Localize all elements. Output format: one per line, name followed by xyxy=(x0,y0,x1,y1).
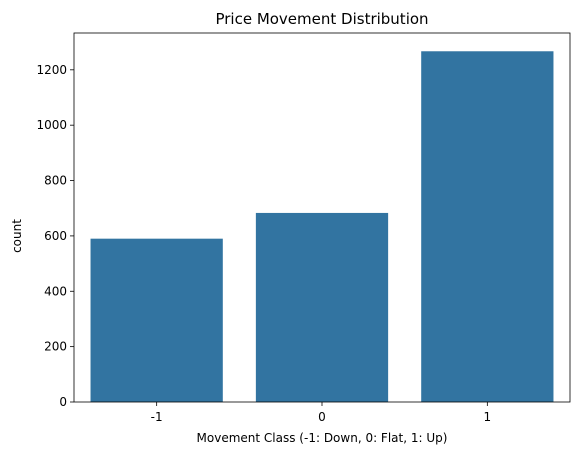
bar--1 xyxy=(90,238,223,402)
x-tick-label: 1 xyxy=(484,410,492,424)
y-tick-label: 800 xyxy=(44,174,67,188)
bar-1 xyxy=(421,51,554,402)
y-axis-ticks: 0 200 400 600 800 1000 1200 xyxy=(36,63,74,409)
y-tick-label: 1000 xyxy=(36,118,67,132)
y-tick-label: 600 xyxy=(44,229,67,243)
y-tick-label: 1200 xyxy=(36,63,67,77)
plot-frame xyxy=(73,32,571,403)
y-axis-label: count xyxy=(10,219,24,253)
y-tick-label: 200 xyxy=(44,340,67,354)
x-tick-label: -1 xyxy=(151,410,163,424)
x-tick-label: 0 xyxy=(318,410,326,424)
y-tick-label: 0 xyxy=(59,395,67,409)
x-axis-ticks: -1 0 1 xyxy=(151,402,491,424)
bar-0 xyxy=(255,212,389,402)
chart-title: Price Movement Distribution xyxy=(215,10,428,28)
y-tick-label: 400 xyxy=(44,284,67,298)
x-axis-label: Movement Class (-1: Down, 0: Flat, 1: Up… xyxy=(197,431,448,445)
bars-group xyxy=(90,51,554,402)
